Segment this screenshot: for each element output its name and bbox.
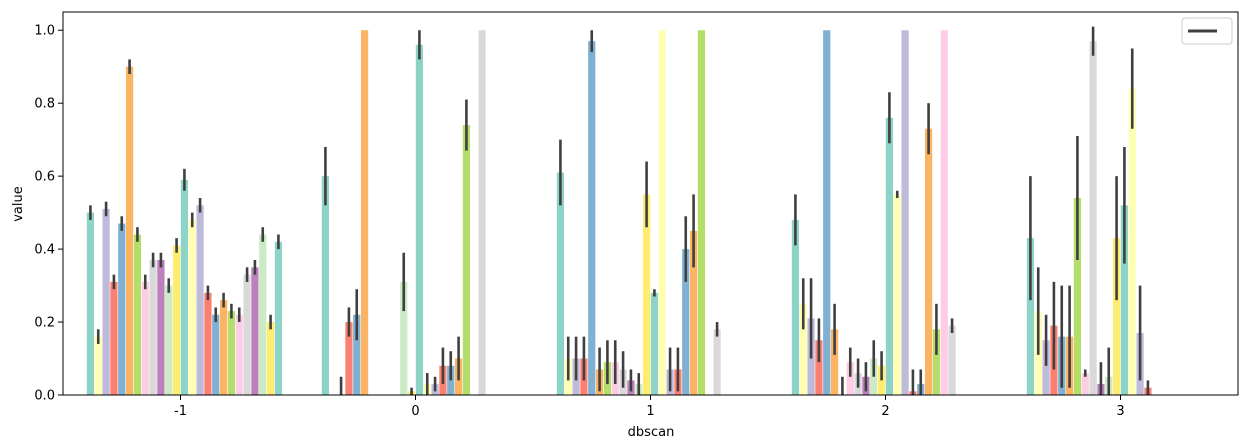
bar-0-20	[478, 30, 486, 395]
x-tick-label: 1	[646, 404, 654, 419]
bar--1-23	[266, 322, 275, 395]
bar-3-2	[1042, 340, 1050, 395]
bar-0-3	[345, 322, 353, 395]
bar-1-18	[697, 30, 706, 395]
bar--1-4	[118, 223, 126, 395]
bar--1-18	[227, 311, 236, 395]
legend	[1181, 17, 1233, 45]
bar-2-4	[823, 30, 831, 395]
bar--1-17	[219, 300, 228, 395]
bar-3-7	[1081, 373, 1089, 395]
x-tick-label: 0	[411, 404, 419, 419]
bar-1-12	[650, 292, 659, 395]
bar--1-15	[204, 292, 212, 395]
bar-2-0	[791, 219, 800, 395]
bar--1-13	[188, 219, 196, 395]
y-tick-label: 0.8	[34, 97, 55, 112]
x-axis-label: dbscan	[628, 425, 675, 440]
bar--1-3	[110, 281, 118, 395]
bar--1-14	[196, 205, 204, 395]
bar-3-6	[1073, 198, 1082, 395]
bar-3-12	[1120, 205, 1129, 395]
bar-3-0	[1026, 238, 1035, 395]
bar-2-13	[893, 194, 901, 395]
bar--1-22	[259, 234, 267, 395]
bar-2-3	[815, 340, 823, 395]
y-tick-label: 0.2	[34, 316, 55, 331]
bar-0-0	[321, 176, 330, 395]
bar-3-8	[1089, 41, 1097, 395]
bar-0-4	[353, 314, 361, 395]
bar-0-12	[415, 44, 424, 395]
bar--1-6	[133, 234, 142, 395]
bar-2-7	[846, 362, 854, 395]
bar--1-12	[180, 179, 189, 395]
bar-1-0	[556, 172, 565, 395]
x-axis: -1 0 1 2 3	[174, 395, 1125, 419]
y-tick-label: 0.0	[34, 389, 55, 404]
y-axis-label: value	[11, 186, 26, 222]
bar-0-5	[360, 30, 369, 395]
bar--1-7	[141, 281, 149, 395]
bar-1-17	[689, 230, 698, 395]
bar-1-20	[713, 329, 721, 395]
bar--1-1	[94, 336, 102, 395]
bar-3-13	[1128, 88, 1136, 395]
bar-0-18	[462, 125, 471, 396]
bar-2-17	[924, 128, 933, 395]
bar--1-9	[157, 260, 165, 395]
bar-2-14	[901, 30, 909, 395]
error-bars-layer	[89, 26, 1150, 395]
bar--1-10	[165, 285, 173, 395]
bar-0-16	[447, 365, 455, 395]
bar--1-0	[86, 212, 95, 395]
bar-1-4	[588, 41, 596, 395]
bar--1-2	[102, 208, 110, 395]
x-tick-label: 3	[1116, 404, 1124, 419]
bar-2-18	[932, 329, 941, 395]
bar--1-21	[251, 267, 259, 395]
bar-2-19	[940, 30, 948, 395]
x-tick-label: 2	[881, 404, 889, 419]
bar-2-1	[799, 303, 807, 395]
bars-layer	[86, 30, 1152, 396]
y-tick-label: 1.0	[34, 24, 55, 39]
bar--1-11	[172, 245, 181, 395]
bar-2-20	[948, 325, 956, 395]
y-tick-label: 0.4	[34, 243, 55, 258]
bar--1-20	[243, 274, 251, 395]
bar-1-16	[682, 249, 690, 395]
x-tick-label: -1	[174, 404, 187, 419]
bar--1-8	[149, 260, 157, 395]
bar-3-11	[1112, 238, 1121, 395]
bar-2-12	[885, 117, 894, 396]
bar-2-5	[830, 329, 839, 395]
bar-1-13	[658, 30, 666, 395]
bar-0-10	[400, 281, 408, 395]
y-axis: 0.0 0.2 0.4 0.6 0.8 1.0	[34, 24, 63, 404]
bar-1-11	[642, 194, 651, 395]
bar--1-19	[235, 314, 243, 395]
y-tick-label: 0.6	[34, 170, 55, 185]
bar--1-5	[125, 66, 134, 395]
bar-2-11	[877, 365, 886, 395]
bar--1-16	[212, 314, 220, 395]
bar--1-24	[274, 241, 283, 395]
